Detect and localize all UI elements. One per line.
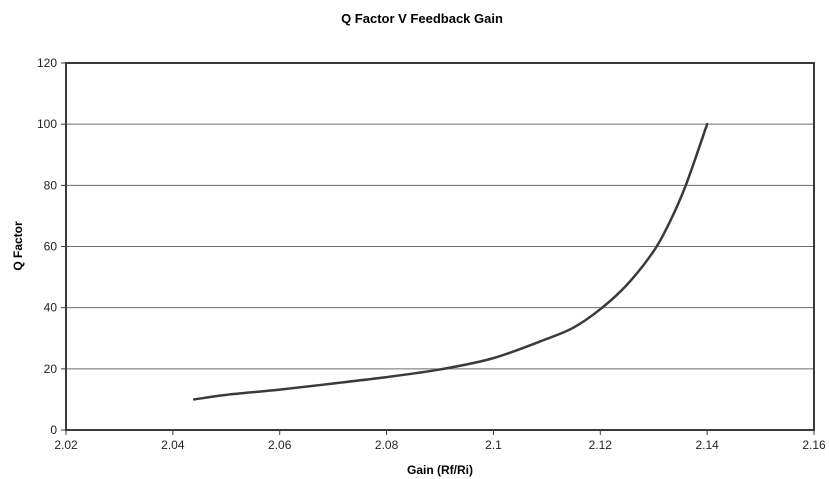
y-tick-label: 0 <box>50 423 57 437</box>
x-axis-ticks: 2.02 2.04 2.06 2.08 2.1 2.12 2.14 2.16 <box>54 430 826 452</box>
x-tick-label: 2.08 <box>375 438 399 452</box>
x-tick-label: 2.16 <box>802 438 826 452</box>
y-tick-label: 120 <box>37 56 57 70</box>
y-axis-label: Q Factor <box>11 221 25 271</box>
y-tick-label: 40 <box>44 301 58 315</box>
series-line <box>192 122 709 401</box>
x-axis-label: Gain (Rf/Ri) <box>407 463 473 477</box>
x-tick-label: 2.14 <box>695 438 719 452</box>
y-tick-label: 100 <box>37 117 57 131</box>
x-tick-label: 2.12 <box>589 438 613 452</box>
gridlines <box>66 123 814 370</box>
y-axis-ticks: 0 20 40 60 80 100 120 <box>37 56 66 437</box>
chart-title: Q Factor V Feedback Gain <box>341 11 503 26</box>
y-tick-label: 60 <box>44 240 58 254</box>
y-tick-label: 20 <box>44 362 58 376</box>
x-tick-label: 2.1 <box>485 438 502 452</box>
x-tick-label: 2.06 <box>268 438 292 452</box>
y-tick-label: 80 <box>44 178 58 192</box>
series-group <box>192 122 709 401</box>
x-tick-label: 2.02 <box>54 438 78 452</box>
x-tick-label: 2.04 <box>161 438 185 452</box>
